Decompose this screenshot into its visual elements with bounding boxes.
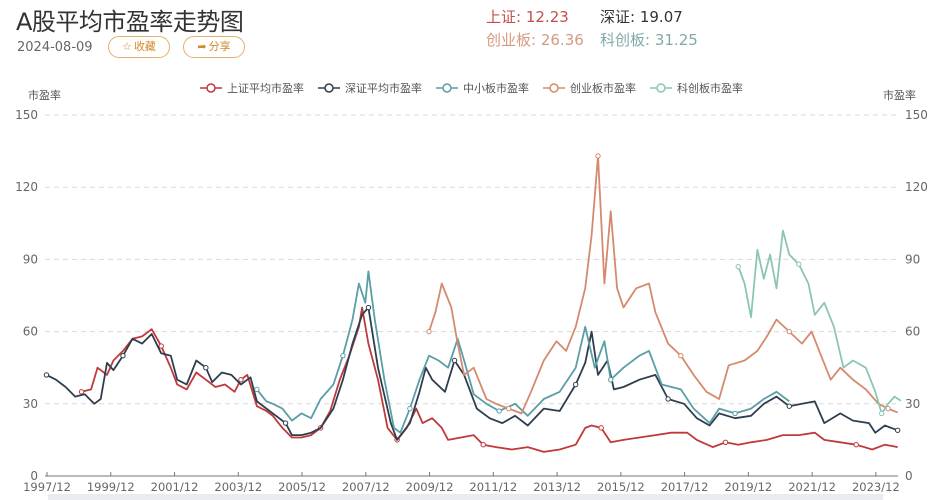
y-tick-left: 120 <box>15 180 38 194</box>
y-tick-right: 150 <box>905 108 928 122</box>
series-line <box>737 229 902 415</box>
y-tick-left: 60 <box>23 325 38 339</box>
y-tick-left: 150 <box>15 108 38 122</box>
legend-item[interactable]: 上证平均市盈率 <box>200 80 304 96</box>
data-point-marker <box>254 386 260 393</box>
data-point-marker <box>796 261 802 267</box>
stat-sh-value: 12.23 <box>525 8 569 26</box>
y-tick-left: 90 <box>23 252 38 266</box>
data-point-marker <box>665 396 671 402</box>
stat-sz: 深证: 19.07 <box>600 8 683 26</box>
data-point-marker <box>203 365 209 371</box>
series-line <box>256 270 790 434</box>
data-point-marker <box>496 408 502 414</box>
legend-item[interactable]: 科创板市盈率 <box>650 80 743 96</box>
series-line <box>46 306 899 441</box>
share-arrow-icon: ➦ <box>197 40 207 53</box>
data-point-marker <box>451 357 458 364</box>
data-point-marker <box>722 439 729 446</box>
right-axis-unit: 市盈率 <box>883 89 916 102</box>
page-title: A股平均市盈率走势图 <box>16 8 244 36</box>
data-point-marker <box>608 377 614 383</box>
x-tick-label: 1997/12 <box>23 480 71 494</box>
y-tick-right: 90 <box>905 252 920 266</box>
data-point-marker <box>158 343 164 349</box>
legend-label: 上证平均市盈率 <box>227 82 304 95</box>
data-point-marker <box>43 372 50 378</box>
data-point-marker <box>426 328 432 335</box>
y-tick-right: 120 <box>905 180 928 194</box>
left-axis-unit: 市盈率 <box>28 89 61 102</box>
data-point-marker <box>894 427 901 433</box>
x-tick-label: 2015/12 <box>597 480 645 494</box>
x-tick-label: 2013/12 <box>533 480 581 494</box>
data-point-marker <box>282 420 289 426</box>
share-button[interactable]: ➦ 分享 <box>183 36 245 58</box>
data-point-marker <box>480 442 486 448</box>
data-point-marker <box>506 405 512 412</box>
y-tick-right: 60 <box>905 325 920 339</box>
favorite-button[interactable]: ☆ 收藏 <box>108 36 170 58</box>
data-point-marker <box>678 352 684 359</box>
star-outline-icon: ☆ <box>122 40 132 53</box>
stat-cyb-value: 26.36 <box>540 31 584 49</box>
stat-kcb-value: 31.25 <box>654 31 698 49</box>
series-line <box>428 155 899 415</box>
data-point-marker <box>120 352 126 359</box>
y-tick-left: 0 <box>30 469 38 483</box>
legend-label: 科创板市盈率 <box>677 82 743 95</box>
x-tick-label: 2011/12 <box>469 480 517 494</box>
legend-item[interactable]: 创业板市盈率 <box>543 80 636 96</box>
data-point-marker <box>572 381 579 388</box>
x-tick-label: 2017/12 <box>661 480 709 494</box>
x-tick-label: 2019/12 <box>724 480 772 494</box>
data-point-marker <box>735 263 741 270</box>
legend-line-circle-icon <box>436 83 458 93</box>
data-point-marker <box>78 389 85 395</box>
stat-cyb: 创业板: 26.36 <box>486 31 584 49</box>
y-tick-right: 0 <box>905 469 913 483</box>
x-tick-label: 2021/12 <box>788 480 836 494</box>
data-point-marker <box>732 410 738 417</box>
legend-label: 创业板市盈率 <box>570 82 636 95</box>
x-tick-label: 2003/12 <box>214 480 262 494</box>
data-point-marker <box>595 153 601 159</box>
legend-line-circle-icon <box>318 83 340 93</box>
legend-line-circle-icon <box>200 83 222 93</box>
legend-line-circle-icon <box>543 83 565 93</box>
x-tick-label: 2001/12 <box>151 480 199 494</box>
data-point-marker <box>407 405 413 412</box>
stat-kcb: 科创板: 31.25 <box>600 31 698 49</box>
legend-label: 深证平均市盈率 <box>345 82 422 95</box>
legend-item[interactable]: 深证平均市盈率 <box>318 80 422 96</box>
data-point-marker <box>365 304 372 311</box>
share-label: 分享 <box>208 40 231 53</box>
data-point-marker <box>786 328 792 335</box>
data-point-marker <box>238 377 244 383</box>
y-tick-left: 30 <box>23 397 38 411</box>
y-tick-right: 30 <box>905 397 920 411</box>
x-tick-label: 2005/12 <box>278 480 326 494</box>
data-point-marker <box>340 352 346 359</box>
chart-legend: 上证平均市盈率 深证平均市盈率 中小板市盈率 创业板市盈率 科创板市盈率 <box>200 80 743 96</box>
legend-label: 中小板市盈率 <box>463 82 529 95</box>
x-tick-label: 2007/12 <box>342 480 390 494</box>
x-tick-label: 2023/12 <box>852 480 900 494</box>
publish-date: 2024-08-09 <box>17 40 93 55</box>
x-tick-label: 1999/12 <box>87 480 135 494</box>
chart-scrollbar[interactable] <box>48 494 883 500</box>
legend-line-circle-icon <box>650 83 672 93</box>
stat-sz-value: 19.07 <box>639 8 683 26</box>
series-line <box>81 306 898 453</box>
data-point-marker <box>853 442 859 448</box>
favorite-label: 收藏 <box>133 40 156 53</box>
data-point-marker <box>786 403 792 409</box>
legend-item[interactable]: 中小板市盈率 <box>436 80 529 96</box>
stat-sh: 上证: 12.23 <box>486 8 569 26</box>
data-point-marker <box>598 425 604 431</box>
x-tick-label: 2009/12 <box>406 480 454 494</box>
data-point-marker <box>879 410 885 417</box>
